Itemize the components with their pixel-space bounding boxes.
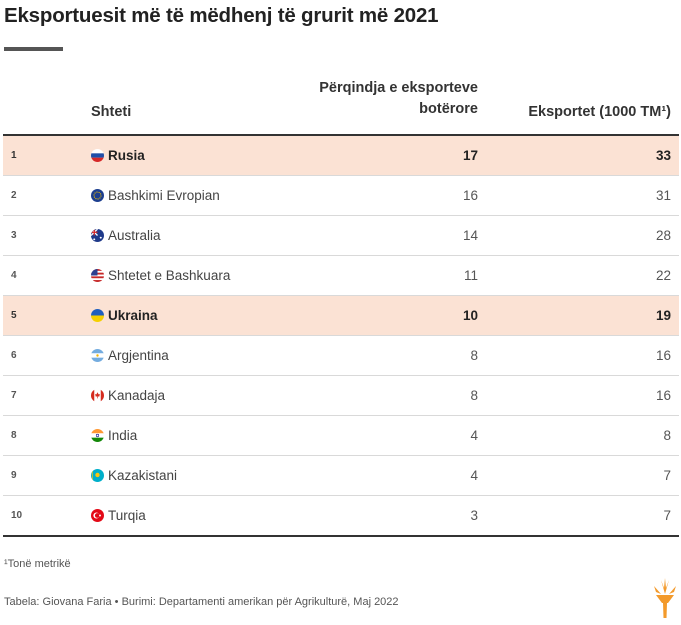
row-country: Kanadaja bbox=[108, 388, 166, 403]
row-country: Shtetet e Bashkuara bbox=[108, 268, 231, 283]
turkey-flag-icon bbox=[91, 509, 104, 522]
row-exports: 16 bbox=[655, 348, 671, 363]
row-exports: 7 bbox=[663, 508, 671, 523]
row-country: Argjentina bbox=[108, 348, 169, 363]
page-title: Eksportuesit më të mëdhenj të grurit më … bbox=[4, 4, 439, 27]
row-rank: 7 bbox=[11, 390, 17, 401]
row-share: 16 bbox=[462, 188, 478, 203]
row-exports: 19 bbox=[655, 308, 671, 323]
row-exports: 31 bbox=[655, 188, 671, 203]
row-rank: 5 bbox=[11, 310, 17, 321]
argentina-flag-icon bbox=[91, 349, 104, 362]
row-share: 3 bbox=[470, 508, 478, 523]
table-header: Shteti Përqindja e eksporteve botërore E… bbox=[3, 80, 679, 136]
australia-flag-icon bbox=[91, 229, 104, 242]
row-rank: 3 bbox=[11, 230, 17, 241]
row-country: Ukraina bbox=[108, 308, 158, 323]
row-country: Bashkimi Evropian bbox=[108, 188, 220, 203]
row-share: 11 bbox=[463, 268, 478, 283]
table-row: 8 India 4 8 bbox=[3, 416, 679, 456]
row-share: 8 bbox=[470, 348, 478, 363]
usa-flag-icon bbox=[91, 269, 104, 282]
row-country: Australia bbox=[108, 228, 161, 243]
row-rank: 9 bbox=[11, 470, 17, 481]
row-country: India bbox=[108, 428, 138, 443]
row-share: 4 bbox=[470, 468, 478, 483]
row-share: 8 bbox=[470, 388, 478, 403]
row-rank: 2 bbox=[11, 190, 17, 201]
header-share-line2: botërore bbox=[419, 101, 478, 117]
row-exports: 7 bbox=[663, 468, 671, 483]
russia-flag-icon bbox=[91, 149, 104, 162]
row-exports: 22 bbox=[655, 268, 671, 283]
row-exports: 16 bbox=[655, 388, 671, 403]
eu-flag-icon bbox=[91, 189, 104, 202]
table-row: 7 Kanadaja 8 16 bbox=[3, 376, 679, 416]
header-share-line1: Përqindja e eksporteve bbox=[319, 80, 478, 96]
row-rank: 1 bbox=[11, 150, 17, 161]
row-country: Rusia bbox=[108, 148, 145, 163]
torch-logo-icon bbox=[654, 578, 676, 618]
row-country: Kazakistani bbox=[108, 468, 178, 483]
row-rank: 6 bbox=[11, 350, 17, 361]
table-row: 4 Shtetet e Bashkuara 11 22 bbox=[3, 256, 679, 296]
row-share: 10 bbox=[462, 308, 478, 323]
header-exports: Eksportet (1000 TM¹) bbox=[528, 104, 671, 120]
exporters-table: Shteti Përqindja e eksporteve botërore E… bbox=[3, 80, 679, 537]
footnote: ¹Tonë metrikë bbox=[4, 558, 71, 570]
source-line: Tabela: Giovana Faria • Burimi: Departam… bbox=[4, 596, 399, 608]
table-row: 1 Rusia 17 33 bbox=[3, 136, 679, 176]
table-row: 3 Australia 14 28 bbox=[3, 216, 679, 256]
row-share: 4 bbox=[470, 428, 478, 443]
title-underline bbox=[4, 47, 63, 51]
row-country: Turqia bbox=[108, 508, 146, 523]
row-exports: 8 bbox=[663, 428, 671, 443]
table-row: 6 Argjentina 8 16 bbox=[3, 336, 679, 376]
row-share: 14 bbox=[462, 228, 478, 243]
row-rank: 10 bbox=[11, 510, 23, 521]
india-flag-icon bbox=[91, 429, 104, 442]
row-share: 17 bbox=[462, 148, 478, 163]
ukraine-flag-icon bbox=[91, 309, 104, 322]
header-share: Përqindja e eksporteve botërore bbox=[278, 78, 478, 120]
kazakhstan-flag-icon bbox=[91, 469, 104, 482]
row-rank: 8 bbox=[11, 430, 17, 441]
canada-flag-icon bbox=[91, 389, 104, 402]
table-row: 2 Bashkimi Evropian 16 31 bbox=[3, 176, 679, 216]
header-country: Shteti bbox=[91, 104, 132, 120]
row-exports: 33 bbox=[655, 148, 671, 163]
table-row: 9 Kazakistani 4 7 bbox=[3, 456, 679, 496]
row-rank: 4 bbox=[11, 270, 17, 281]
row-exports: 28 bbox=[655, 228, 671, 243]
table-row: 5 Ukraina 10 19 bbox=[3, 296, 679, 336]
table-row: 10 Turqia 3 7 bbox=[3, 496, 679, 537]
